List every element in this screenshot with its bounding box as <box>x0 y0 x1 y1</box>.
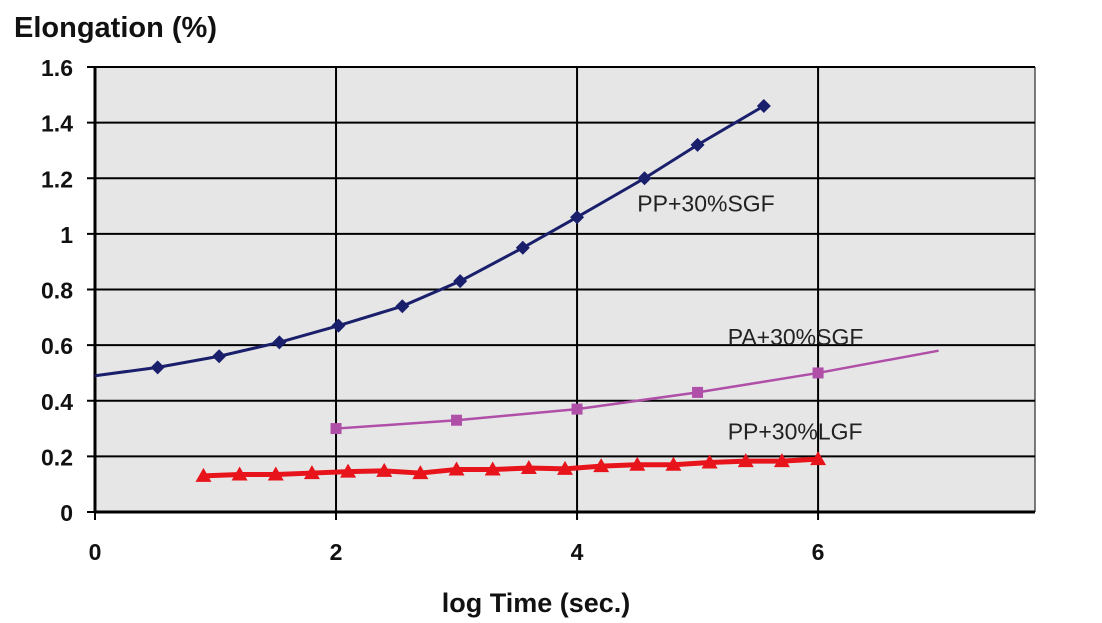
data-point <box>810 451 827 466</box>
data-point <box>412 465 429 480</box>
data-point <box>629 456 646 471</box>
data-point <box>303 465 320 480</box>
data-point <box>571 403 583 415</box>
y-tick-label: 0.4 <box>41 389 73 415</box>
axes: 0 0.2 0.4 0.6 0.8 1 1.2 1.4 1.6 0 2 4 6 <box>41 55 1035 565</box>
data-point <box>570 210 585 225</box>
data-point <box>665 456 682 471</box>
x-tick-label: 2 <box>330 539 343 565</box>
data-point <box>376 462 393 477</box>
data-point <box>557 460 573 475</box>
series-layer <box>94 98 939 482</box>
x-tick-label: 4 <box>571 539 584 565</box>
data-point <box>331 318 346 333</box>
series-label: PP+30%SGF <box>637 191 774 217</box>
y-tick-label: 1.6 <box>41 55 73 81</box>
y-tick-label: 0.8 <box>41 278 73 304</box>
data-point <box>812 367 824 379</box>
y-tick-label: 0.2 <box>41 444 73 470</box>
data-point <box>340 463 357 478</box>
data-point <box>267 466 284 481</box>
series-labels: PP+30%SGF PA+30%SGF PP+30%LGF <box>637 191 863 445</box>
data-point <box>195 467 212 482</box>
chart-title: Elongation (%) <box>14 12 217 44</box>
series-line <box>94 104 765 378</box>
data-point <box>690 137 705 152</box>
data-point <box>692 386 704 398</box>
data-point <box>453 274 468 289</box>
data-point <box>231 466 248 481</box>
data-point <box>212 349 227 364</box>
data-point <box>330 423 342 435</box>
data-point <box>737 453 754 468</box>
data-point <box>484 461 501 476</box>
data-point <box>150 360 165 375</box>
data-point <box>448 461 465 476</box>
x-tick-label: 6 <box>812 539 825 565</box>
data-point <box>395 299 410 314</box>
gridlines <box>95 66 1036 512</box>
series-line <box>203 456 819 479</box>
data-point <box>773 453 790 468</box>
data-point <box>272 335 287 350</box>
y-tick-label: 0.6 <box>41 333 73 359</box>
series-label: PA+30%SGF <box>728 324 864 350</box>
series-line <box>335 349 939 430</box>
data-point <box>701 454 718 469</box>
y-tick-label: 1.4 <box>41 111 73 137</box>
data-point <box>515 240 530 255</box>
y-tick-label: 1.2 <box>41 166 73 192</box>
x-axis-label-wrap: log Time (sec.) <box>0 588 1102 619</box>
y-tick-label: 1 <box>60 222 73 248</box>
series-label: PP+30%LGF <box>728 419 863 445</box>
data-point <box>756 98 771 113</box>
y-tick-label: 0 <box>60 500 73 526</box>
data-point <box>637 171 652 186</box>
x-axis-label: log Time (sec.) <box>441 588 631 618</box>
data-point <box>593 458 610 473</box>
x-tick-label: 0 <box>89 539 102 565</box>
data-point <box>520 460 537 475</box>
data-point <box>451 414 463 426</box>
